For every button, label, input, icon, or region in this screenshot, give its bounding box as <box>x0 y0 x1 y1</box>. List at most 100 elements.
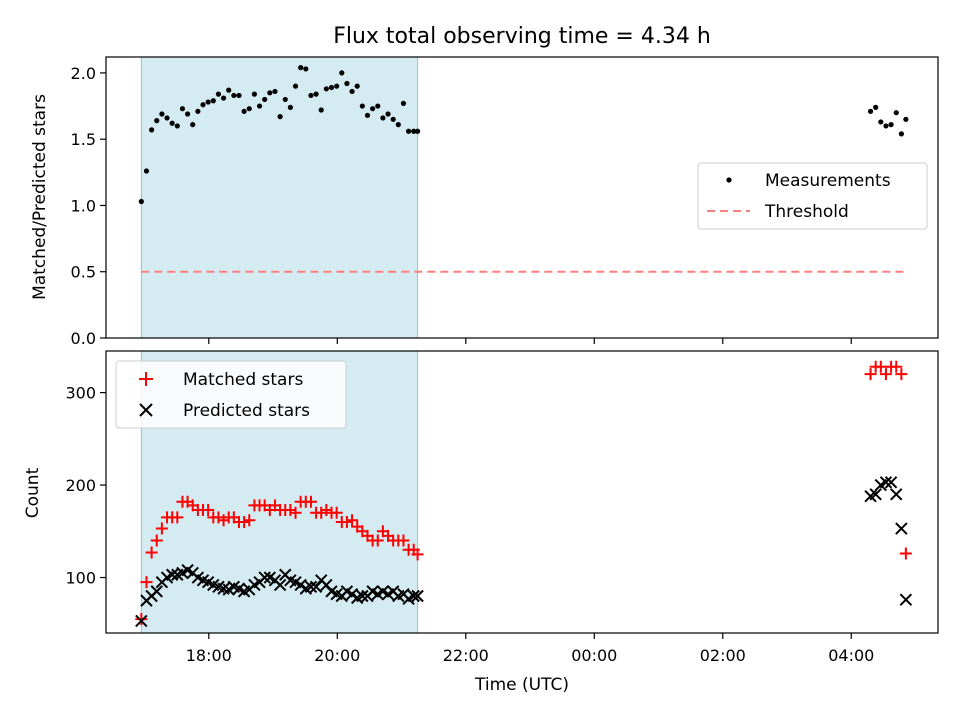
measurement-point <box>154 118 160 124</box>
measurement-point <box>867 108 874 114</box>
ratio-y-tick-label: 2.0 <box>71 64 96 83</box>
measurement-point <box>179 106 186 112</box>
measurement-point <box>888 121 894 128</box>
predicted-stars-point <box>869 488 882 501</box>
predicted-stars-point <box>884 476 898 489</box>
count-x-axis-label: Time (UTC) <box>474 675 569 695</box>
matched-stars-point <box>304 495 317 508</box>
predicted-stars-point <box>304 580 318 593</box>
predicted-stars-point <box>899 593 913 606</box>
measurement-point <box>210 98 216 104</box>
matched-stars-point <box>243 514 256 527</box>
count-x-tick-label: 02:00 <box>700 646 746 665</box>
count-x-ticks: 18:00 20:00 22:00 00:00 02:00 04:00 <box>186 633 874 665</box>
measurement-point <box>344 80 350 87</box>
measurement-point <box>174 123 180 129</box>
matched-stars-point <box>895 368 908 381</box>
count-chart: 100 200 300 18:00 20:00 22:00 00:00 02:00 04:00… <box>23 350 939 695</box>
measurement-point <box>241 108 247 114</box>
measurement-point <box>195 108 201 114</box>
measurement-point <box>893 110 899 116</box>
measurement-point <box>184 111 191 117</box>
matched-stars-point <box>879 368 892 381</box>
legend-threshold-label: Threshold <box>764 202 849 222</box>
predicted-stars-point <box>407 589 420 603</box>
measurement-point <box>313 91 319 97</box>
predicted-stars-point <box>258 571 271 584</box>
measurement-point <box>370 106 376 112</box>
predicted-stars-point <box>150 585 163 598</box>
ratio-legend-box <box>697 162 928 230</box>
matched-stars-point <box>212 511 225 524</box>
legend-measurements-label: Measurements <box>765 171 891 191</box>
ratio-y-ticks: 0.0 0.5 1.0 1.5 2.0 <box>71 64 106 348</box>
ratio-plot-frame <box>105 56 939 339</box>
ratio-chart: 0.0 0.5 1.0 1.5 2.0 Flux total observing tim… <box>30 24 939 348</box>
legend-matched-marker <box>139 372 153 386</box>
predicted-stars-point <box>411 589 424 603</box>
measurement-point <box>359 103 365 109</box>
measurement-point <box>406 128 412 134</box>
measurement-point <box>873 104 879 110</box>
matched-stars-point <box>315 506 328 519</box>
count-legend: Matched stars Predicted stars <box>115 360 347 429</box>
count-x-tick-label: 04:00 <box>828 646 874 665</box>
measurement-point <box>190 121 196 128</box>
matched-stars-point <box>864 368 877 381</box>
legend-predicted-label: Predicted stars <box>183 401 310 421</box>
measurement-point <box>246 106 252 112</box>
measurement-point <box>282 96 288 103</box>
count-x-tick-label: 00:00 <box>571 646 617 665</box>
measurement-point <box>231 92 237 99</box>
measurement-point <box>878 119 884 125</box>
count-plot-layer <box>135 360 913 628</box>
measurement-point <box>159 111 165 117</box>
matched-stars-point <box>135 613 148 626</box>
measurement-point <box>215 91 222 97</box>
predicted-stars-point <box>345 587 359 601</box>
measurement-point <box>411 128 417 134</box>
matched-stars-point <box>874 360 887 373</box>
measurement-point <box>272 88 278 95</box>
ratio-y-axis-label: Matched/Predicted stars <box>30 94 50 300</box>
measurement-point <box>262 96 268 103</box>
measurement-point <box>400 100 407 106</box>
count-x-tick-label: 18:00 <box>186 646 232 665</box>
matched-stars-point <box>899 547 912 560</box>
matched-stars-point <box>397 534 410 547</box>
measurement-point <box>354 83 360 89</box>
count-y-axis-label: Count <box>23 467 43 518</box>
matched-stars-point <box>371 534 384 547</box>
chart-title: Flux total observing time = 4.34 h <box>333 24 711 49</box>
measurement-point <box>205 99 211 105</box>
measurement-point <box>138 198 144 205</box>
matched-stars-point <box>284 504 297 517</box>
count-y-tick-label: 300 <box>65 384 96 403</box>
count-legend-box <box>115 360 347 429</box>
predicted-stars-point <box>135 614 148 628</box>
observation-span-top <box>140 56 419 339</box>
measurement-point <box>385 111 391 117</box>
predicted-stars-point <box>294 578 307 592</box>
measurement-point <box>277 114 283 120</box>
matched-stars-point <box>145 546 158 559</box>
measurement-point <box>303 66 309 72</box>
measurement-point <box>292 83 299 89</box>
matched-stars-point <box>320 504 333 517</box>
ratio-plot-layer <box>138 65 909 273</box>
ratio-legend: Measurements Threshold <box>697 162 928 230</box>
count-y-tick-label: 200 <box>65 476 96 495</box>
measurement-point <box>364 112 371 118</box>
measurement-point <box>898 131 904 137</box>
measurement-point <box>883 123 889 129</box>
measurement-point <box>149 127 155 133</box>
measurement-point <box>164 115 170 121</box>
matched-stars-point <box>238 516 251 529</box>
measurement-point <box>298 65 304 71</box>
matched-stars-point <box>346 514 359 527</box>
measurement-point <box>251 91 258 97</box>
ratio-y-tick-label: 0.0 <box>71 329 96 348</box>
measurement-point <box>308 92 314 99</box>
count-plot-frame <box>105 350 939 634</box>
